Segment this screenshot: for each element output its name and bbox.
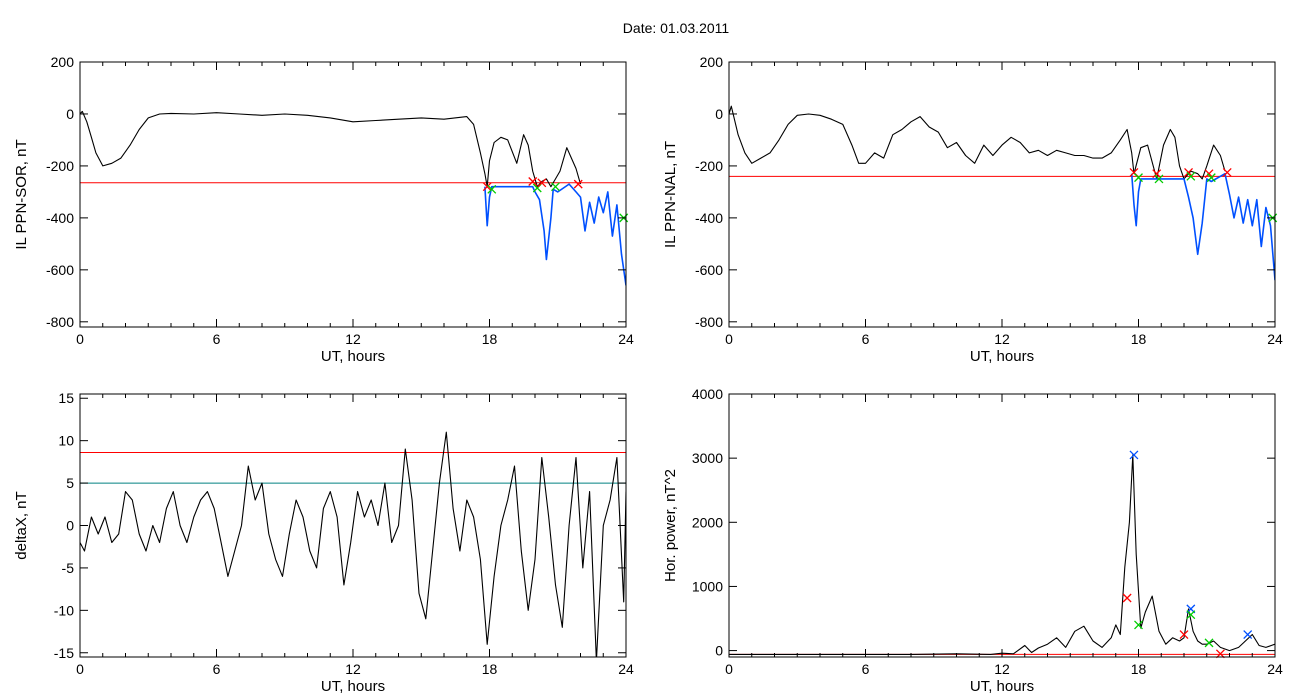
y-tick-label: 5 [66,475,74,491]
x-tick-label: 0 [725,331,733,347]
event-marker-8 [1243,630,1253,640]
y-axis-label: Hor. power, nT^2 [662,469,679,582]
event-marker-1 [1129,450,1139,460]
plot-frame [728,61,1276,328]
event-marker-5 [551,182,560,192]
event-marker-4 [537,178,547,188]
event-marker-2 [1152,169,1162,179]
series-line-0 [80,110,582,188]
y-tick-label: -400 [46,210,74,226]
y-tick-label: 10 [58,433,74,449]
y-tick-label: 0 [715,106,723,122]
event-marker-7 [1206,173,1216,183]
y-tick-label: -200 [46,158,74,174]
y-tick-label: 15 [58,390,74,406]
y-tick-label: 0 [66,106,74,122]
figure-title: Date: 01.03.2011 [623,20,730,36]
x-tick-label: 18 [1131,661,1147,677]
series-group [729,454,1275,655]
panel-ppn-sor: 0 6 12 18 24 200 0 -200 -400 -600 -800 UT, hours IL … [13,54,634,365]
event-marker-7 [1215,649,1225,659]
plot-frame [79,61,627,328]
event-marker-0 [1122,593,1132,603]
y-axis-label: IL PPN-NAL, nT [662,141,679,248]
panel-hor-power: 0 6 12 18 24 4000 3000 2000 1000 0 UT, hours Hor. p… [662,386,1283,695]
x-tick-label: 0 [76,331,84,347]
x-tick-label: 12 [994,661,1010,677]
y-tick-label: -10 [54,602,74,618]
x-tick-label: 0 [725,661,733,677]
x-tick-label: 6 [213,661,221,677]
x-axis-label: UT, hours [321,678,385,695]
x-axis-label: UT, hours [970,678,1034,695]
y-tick-label: 3000 [692,450,723,466]
x-tick-label: 12 [345,661,361,677]
event-marker-6 [573,179,583,189]
y-axis-label: IL PPN-SOR, nT [13,139,30,249]
x-tick-label: 18 [1131,331,1147,347]
y-tick-label: 1000 [692,578,723,594]
x-tick-label: 18 [482,661,498,677]
event-marker-6 [1204,638,1214,648]
y-tick-label: -800 [46,314,74,330]
x-tick-label: 24 [618,661,634,677]
x-tick-label: 6 [213,331,221,347]
y-axis-label: deltaX, nT [13,491,30,559]
event-marker-0 [482,182,492,192]
series-line-0 [729,454,1275,655]
event-marker-3 [1154,174,1164,184]
event-marker-2 [1134,620,1143,630]
y-tick-label: -200 [695,158,723,174]
y-tick-label: 0 [715,643,723,659]
y-tick-label: 200 [700,54,724,70]
series-line-1 [1133,128,1226,180]
event-marker-1 [487,184,497,194]
series-line-0 [729,105,1135,174]
event-marker-5 [1186,610,1196,620]
event-marker-1 [1134,173,1143,183]
y-tick-label: 4000 [692,386,723,402]
y-tick-label: -15 [54,645,74,661]
substorm-line-2 [1130,172,1275,281]
x-axis-label: UT, hours [970,348,1034,365]
x-tick-label: 6 [862,661,870,677]
panel-deltax: 0 6 12 18 24 15 10 5 0 -5 -10 -15 UT, hours deltaX, n… [13,390,634,695]
event-marker-3 [1179,630,1189,640]
x-tick-label: 18 [482,331,498,347]
y-tick-label: 0 [66,518,74,534]
event-marker-5 [1186,171,1196,181]
x-tick-label: 24 [618,331,634,347]
y-tick-label: -5 [62,560,75,576]
x-tick-label: 6 [862,331,870,347]
series-line-0 [80,431,626,657]
y-tick-label: 2000 [692,514,723,530]
substorm-line-1 [484,183,626,286]
event-marker-2 [528,177,538,186]
y-tick-label: -400 [695,210,723,226]
x-tick-label: 12 [345,331,361,347]
panel-ppn-nal: 0 6 12 18 24 200 0 -200 -400 -600 -800 UT, hours IL … [662,54,1283,365]
x-tick-label: 24 [1267,331,1283,347]
y-tick-label: -600 [695,262,723,278]
event-marker-8 [1222,167,1232,177]
y-tick-label: -600 [46,262,74,278]
series-group [80,431,626,657]
x-tick-label: 24 [1267,661,1283,677]
series-group [80,110,626,286]
y-tick-label: 200 [51,54,75,70]
x-tick-label: 12 [994,331,1010,347]
y-tick-label: -800 [695,314,723,330]
x-tick-label: 0 [76,661,84,677]
x-axis-label: UT, hours [321,348,385,365]
series-group [729,105,1275,281]
